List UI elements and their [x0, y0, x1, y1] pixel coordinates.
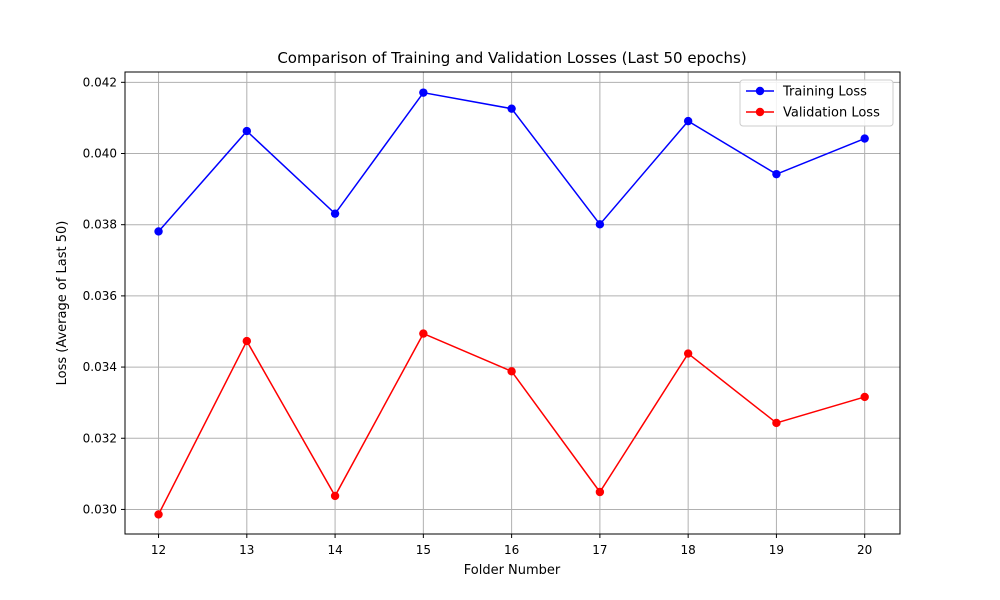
x-tick-label: 12 — [151, 543, 166, 557]
y-axis: 0.030 0.032 0.034 0.036 0.038 0.040 0.042 — [83, 75, 125, 516]
x-tick-label: 20 — [857, 543, 872, 557]
x-tick-label: 14 — [327, 543, 342, 557]
legend-swatch-marker — [755, 107, 765, 117]
data-point-validation-loss — [683, 349, 693, 358]
y-tick-label: 0.036 — [83, 289, 117, 303]
data-point-training-loss — [507, 104, 516, 113]
legend-swatch-marker — [755, 86, 765, 96]
data-point-validation-loss — [595, 487, 605, 497]
legend-box — [739, 79, 894, 127]
data-point-validation-loss — [507, 367, 516, 376]
y-tick-label: 0.030 — [83, 502, 117, 516]
data-point-validation-loss — [419, 329, 428, 338]
data-point-training-loss — [860, 134, 869, 143]
data-point-training-loss — [330, 209, 340, 218]
x-axis: 12 13 14 15 16 17 18 19 20 — [151, 534, 872, 557]
legend-label: Validation Loss — [783, 106, 880, 121]
series-validation-loss — [154, 329, 869, 519]
data-point-training-loss — [242, 126, 252, 136]
legend-item-validation-loss: Validation Loss — [746, 106, 880, 121]
legend-label: Training Loss — [782, 85, 867, 100]
data-point-training-loss — [772, 169, 781, 179]
data-point-validation-loss — [772, 418, 781, 428]
y-tick-label: 0.032 — [83, 431, 117, 445]
data-point-validation-loss — [154, 510, 163, 519]
legend-item-training-loss: Training Loss — [746, 85, 867, 100]
x-tick-label: 19 — [769, 543, 784, 557]
data-point-validation-loss — [330, 491, 340, 501]
x-tick-label: 15 — [416, 543, 431, 557]
legend: Training Loss Validation Loss — [739, 79, 894, 127]
data-point-training-loss — [419, 88, 428, 97]
x-tick-label: 18 — [681, 543, 696, 557]
grid — [125, 72, 900, 534]
x-tick-label: 13 — [239, 543, 254, 557]
data-point-training-loss — [683, 116, 693, 126]
series-training-loss — [154, 88, 869, 236]
chart-title: Comparison of Training and Validation Lo… — [277, 49, 746, 67]
data-point-training-loss — [595, 220, 605, 229]
x-axis-label: Folder Number — [464, 563, 561, 578]
y-tick-label: 0.042 — [83, 75, 117, 89]
y-axis-label: Loss (Average of Last 50) — [55, 221, 70, 386]
plot-frame — [124, 71, 901, 535]
y-tick-label: 0.034 — [83, 360, 117, 374]
y-tick-label: 0.038 — [83, 218, 117, 232]
data-point-validation-loss — [860, 392, 869, 402]
data-point-training-loss — [154, 227, 163, 236]
x-tick-label: 17 — [592, 543, 607, 557]
data-point-validation-loss — [242, 336, 252, 346]
x-tick-label: 16 — [504, 543, 519, 557]
series-layer — [154, 88, 869, 519]
y-tick-label: 0.040 — [83, 147, 117, 161]
